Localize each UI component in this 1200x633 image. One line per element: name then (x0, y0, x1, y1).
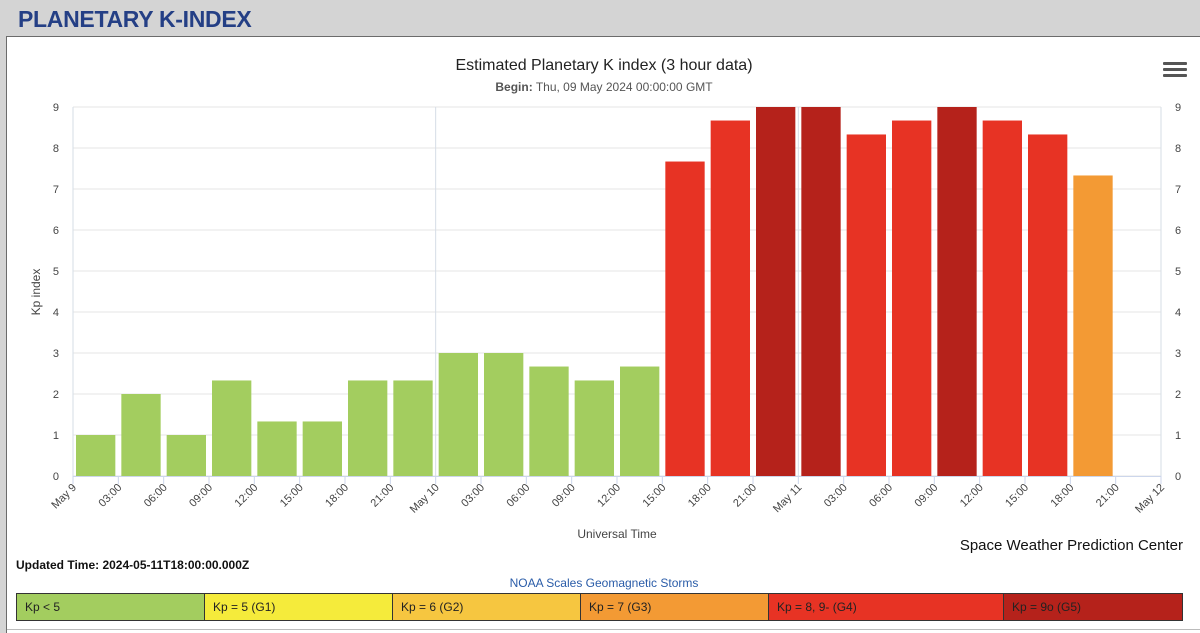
credit-text: Space Weather Prediction Center (960, 537, 1183, 554)
y-tick-label-right: 2 (1175, 389, 1181, 401)
y-tick-label-left: 3 (53, 348, 59, 360)
y-tick-label-left: 6 (53, 225, 59, 237)
scale-title: NOAA Scales Geomagnetic Storms (509, 576, 699, 590)
x-tick-label: 18:00 (323, 482, 351, 510)
kp-bar (438, 353, 478, 476)
x-tick-label: 03:00 (822, 482, 850, 510)
kp-bar (166, 435, 206, 476)
kp-bar (212, 380, 252, 476)
updated-time: Updated Time: 2024-05-11T18:00:00.000Z (16, 558, 250, 572)
y-tick-label-right: 7 (1175, 184, 1181, 196)
x-tick-label: 15:00 (278, 482, 306, 510)
x-tick-label: 09:00 (187, 482, 215, 510)
kp-bar (982, 120, 1022, 476)
x-tick-label: 15:00 (641, 482, 669, 510)
kp-bar (937, 107, 977, 476)
x-tick-label: 21:00 (369, 482, 397, 510)
kp-bar (1028, 134, 1068, 476)
x-tick-label: 09:00 (913, 482, 941, 510)
x-tick-label: May 12 (1133, 482, 1167, 516)
kp-bar (620, 366, 660, 476)
x-tick-label: 18:00 (686, 482, 714, 510)
y-tick-label-left: 7 (53, 184, 59, 196)
y-tick-label-right: 5 (1175, 266, 1181, 278)
kp-bar (710, 120, 750, 476)
x-tick-label: 06:00 (867, 482, 895, 510)
scale-item: Kp = 8, 9- (G4) (769, 594, 1004, 620)
y-tick-label-right: 0 (1175, 471, 1181, 483)
x-tick-label: 21:00 (731, 482, 759, 510)
subtitle-value: Thu, 09 May 2024 00:00:00 GMT (533, 80, 714, 94)
kp-bar (574, 380, 614, 476)
kp-bar (529, 366, 569, 476)
kp-bar (892, 120, 932, 476)
y-tick-label-left: 1 (53, 430, 59, 442)
x-tick-label: May 11 (771, 482, 804, 515)
chart-title: Estimated Planetary K index (3 hour data… (455, 57, 752, 74)
kp-bar (393, 380, 433, 476)
y-tick-label-left: 2 (53, 389, 59, 401)
x-tick-label: 18:00 (1049, 482, 1077, 510)
page-title: PLANETARY K-INDEX (18, 6, 252, 32)
y-axis-title: Kp index (29, 269, 43, 316)
subtitle-label: Begin: (495, 80, 532, 94)
chart-subtitle: Begin: Thu, 09 May 2024 00:00:00 GMT (495, 80, 713, 94)
x-tick-label: 12:00 (958, 482, 986, 510)
x-tick-label: 03:00 (459, 482, 487, 510)
kp-bar (348, 380, 388, 476)
x-tick-label: 12:00 (595, 482, 623, 510)
scale-item: Kp = 9o (G5) (1004, 594, 1182, 620)
x-tick-label: 09:00 (550, 482, 578, 510)
x-tick-label: May 10 (408, 482, 442, 516)
chart-panel: Estimated Planetary K index (3 hour data… (6, 36, 1200, 633)
kp-bar (801, 107, 841, 476)
storm-scale-legend: Kp < 5 Kp = 5 (G1) Kp = 6 (G2) Kp = 7 (G3) K… (16, 593, 1183, 621)
scale-item: Kp < 5 (17, 594, 205, 620)
chart-menu-icon[interactable] (1163, 62, 1187, 82)
x-tick-label: 06:00 (142, 482, 170, 510)
scale-item: Kp = 5 (G1) (205, 594, 393, 620)
y-tick-label-left: 5 (53, 266, 59, 278)
x-tick-label: May 9 (49, 482, 79, 512)
y-tick-label-left: 0 (53, 471, 59, 483)
kp-bar (76, 435, 116, 476)
kp-bar (302, 421, 342, 476)
x-tick-label: 21:00 (1094, 482, 1122, 510)
x-tick-label: 15:00 (1003, 482, 1031, 510)
kp-bar (665, 161, 705, 476)
kp-bar (846, 134, 886, 476)
kp-bar (257, 421, 297, 476)
y-tick-label-right: 6 (1175, 225, 1181, 237)
y-tick-label-right: 3 (1175, 348, 1181, 360)
kp-bar (756, 107, 796, 476)
x-tick-label: 03:00 (97, 482, 125, 510)
kp-chart: Estimated Planetary K index (3 hour data… (29, 57, 1183, 554)
x-tick-label: 12:00 (233, 482, 261, 510)
y-tick-label-left: 8 (53, 143, 59, 155)
kp-bar (1073, 175, 1113, 476)
y-tick-label-left: 9 (53, 102, 59, 114)
y-tick-label-right: 8 (1175, 143, 1181, 155)
kp-bar (484, 353, 524, 476)
scale-item: Kp = 7 (G3) (581, 594, 769, 620)
x-axis-title: Universal Time (577, 527, 657, 541)
y-tick-label-left: 4 (53, 307, 59, 319)
y-tick-label-right: 1 (1175, 430, 1181, 442)
x-tick-label: 06:00 (505, 482, 533, 510)
kp-bar (121, 394, 161, 476)
scale-item: Kp = 6 (G2) (393, 594, 581, 620)
y-tick-label-right: 9 (1175, 102, 1181, 114)
divider (7, 629, 1200, 630)
y-tick-label-right: 4 (1175, 307, 1181, 319)
